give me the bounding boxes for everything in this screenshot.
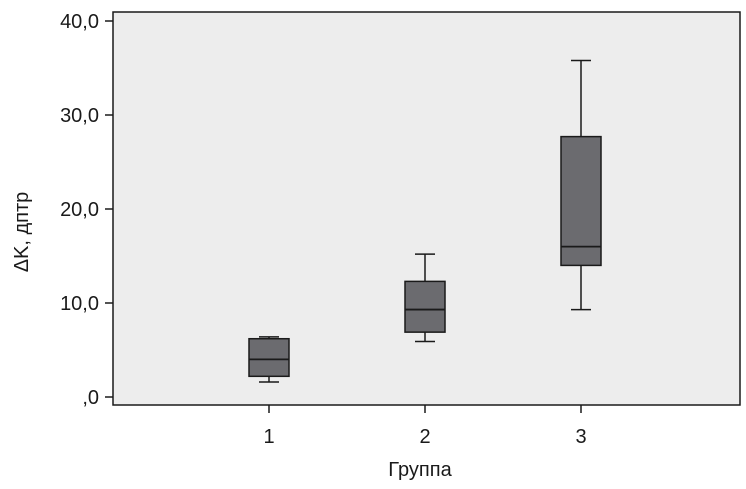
iqr-box-1 [248,337,290,378]
iqr-box-3 [560,135,602,267]
x-axis-title: Группа [388,459,452,481]
boxes [248,59,602,383]
y-tick-label-0: ,0 [82,387,99,409]
x-tick-label-1: 2 [419,426,430,448]
y-axis: ,0 10,0 20,0 30,0 40,0 [60,11,113,409]
y-tick-label-3: 30,0 [60,105,99,127]
box-group-1 [248,336,290,383]
x-tick-label-2: 3 [575,426,586,448]
box-group-3 [560,59,602,311]
y-tick-label-4: 40,0 [60,11,99,33]
plot-area [112,11,741,406]
y-tick-label-2: 20,0 [60,199,99,221]
x-axis: 1 2 3 [263,405,587,448]
y-tick-label-1: 10,0 [60,293,99,315]
iqr-box-2 [404,280,446,333]
x-tick-label-0: 1 [263,426,274,448]
box-group-2 [404,253,446,343]
y-axis-title: ΔK, дптр [11,192,33,273]
